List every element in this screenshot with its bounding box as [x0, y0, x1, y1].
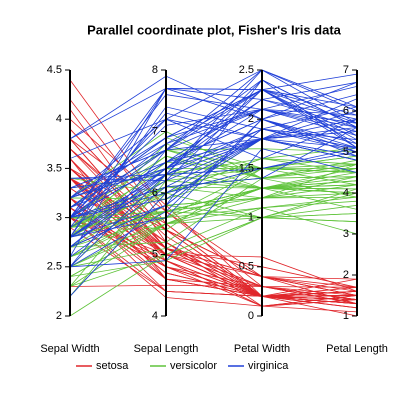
- tick-label: 5: [152, 248, 158, 260]
- tick-label: 2.5: [239, 64, 254, 76]
- tick-label: 3.5: [47, 162, 62, 174]
- data-line: [69, 99, 358, 238]
- data-line: [69, 148, 358, 268]
- tick-label: 1: [343, 310, 349, 322]
- tick-label: 6: [343, 105, 349, 117]
- tick-label: 2.5: [47, 261, 62, 273]
- data-line: [69, 138, 358, 218]
- tick-label: 7: [343, 64, 349, 76]
- data-line: [69, 75, 358, 140]
- data-line: [69, 108, 358, 218]
- axis-label: Petal Width: [234, 343, 290, 355]
- data-line: [69, 138, 358, 297]
- data-line: [69, 168, 358, 292]
- tick-label: 1: [248, 212, 254, 224]
- data-line: [69, 81, 358, 140]
- data-line: [69, 109, 358, 307]
- legend-label: setosa: [96, 360, 129, 372]
- data-line: [69, 89, 358, 218]
- data-line: [69, 88, 358, 218]
- tick-label: 4: [343, 187, 349, 199]
- axis-label: Sepal Length: [134, 343, 199, 355]
- data-line: [69, 207, 358, 268]
- data-line: [69, 143, 358, 238]
- tick-label: 7: [152, 125, 158, 137]
- data-line: [69, 155, 358, 228]
- tick-label: 3: [343, 228, 349, 240]
- data-line: [69, 131, 358, 209]
- data-line: [69, 217, 358, 287]
- data-line: [69, 79, 358, 209]
- data-line: [69, 118, 358, 268]
- data-line: [69, 128, 358, 248]
- data-line: [69, 89, 358, 182]
- tick-label: 8: [152, 64, 158, 76]
- data-line: [69, 192, 358, 258]
- data-line: [69, 187, 358, 288]
- data-line: [69, 196, 358, 268]
- data-line: [69, 180, 358, 228]
- data-line: [69, 118, 358, 238]
- tick-label: 0: [248, 310, 254, 322]
- data-line: [69, 89, 358, 199]
- data-line: [69, 187, 358, 238]
- data-line: [69, 177, 358, 292]
- data-line: [69, 147, 358, 238]
- chart-title: Parallel coordinate plot, Fisher's Iris …: [87, 22, 342, 37]
- tick-label: 6: [152, 187, 158, 199]
- data-line: [69, 118, 358, 218]
- tick-label: 2: [343, 269, 349, 281]
- data-line: [69, 69, 358, 159]
- data-line: [69, 138, 358, 218]
- axis-label: Sepal Width: [40, 343, 99, 355]
- tick-label: 1.5: [239, 162, 254, 174]
- data-line: [69, 176, 358, 258]
- data-line: [69, 284, 358, 305]
- data-line: [69, 110, 358, 199]
- tick-label: 0.5: [239, 261, 254, 273]
- tick-label: 4: [56, 113, 62, 125]
- tick-label: 2: [248, 113, 254, 125]
- data-line: [69, 89, 358, 209]
- data-line: [69, 211, 358, 258]
- tick-label: 4.5: [47, 64, 62, 76]
- legend-label: virginica: [248, 360, 289, 372]
- tick-label: 3: [56, 212, 62, 224]
- data-line: [69, 174, 358, 287]
- data-line: [69, 127, 358, 258]
- data-line: [69, 151, 358, 297]
- data-line: [69, 138, 358, 218]
- axis-label: Petal Length: [326, 343, 388, 355]
- tick-label: 2: [56, 310, 62, 322]
- tick-label: 4: [152, 310, 158, 322]
- data-line: [69, 69, 358, 189]
- data-line: [69, 128, 358, 248]
- data-line: [69, 167, 358, 231]
- data-line: [69, 158, 358, 307]
- data-line: [69, 81, 358, 238]
- data-line: [69, 128, 358, 268]
- data-line: [69, 187, 358, 268]
- data-line: [69, 204, 358, 277]
- data-line: [69, 148, 358, 297]
- data-line: [69, 158, 358, 194]
- tick-label: 5: [343, 146, 349, 158]
- data-line: [69, 163, 358, 238]
- data-line: [69, 86, 358, 218]
- legend-label: versicolor: [170, 360, 217, 372]
- data-line: [69, 106, 358, 238]
- data-line: [69, 69, 358, 189]
- data-line: [69, 118, 358, 218]
